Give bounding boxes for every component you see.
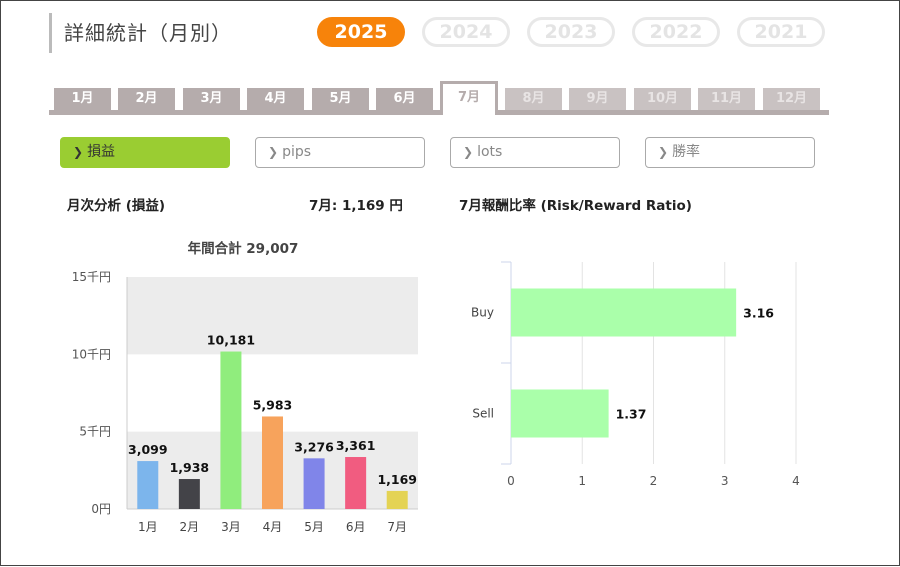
chart-title: 年間合計 29,007 — [188, 240, 299, 257]
y-tick-label: 0円 — [91, 502, 111, 516]
tab-month-6[interactable]: 6月 — [376, 88, 433, 110]
bar-value-label: 3,099 — [128, 442, 168, 457]
month-summary-value: 7月: 1,169 円 — [309, 198, 403, 214]
bar-value-label: 1,938 — [170, 460, 210, 475]
x-tick-label: 4月 — [263, 520, 283, 534]
y-tick-label: 5千円 — [79, 425, 111, 439]
bar — [220, 351, 242, 509]
x-tick-label: 3 — [721, 474, 729, 488]
bar-value-label: 1.37 — [616, 407, 647, 422]
bar-value-label: 3,361 — [336, 438, 376, 453]
tab-month-9[interactable]: 9月 — [569, 88, 626, 110]
year-button-2024[interactable]: 2024 — [422, 17, 510, 47]
tab-month-3[interactable]: 3月 — [183, 88, 240, 110]
month-tabs: 1月 2月 3月 4月 5月 6月 7月 8月 9月 10月 11月 12月 — [49, 81, 829, 115]
bar — [137, 461, 159, 509]
bar — [511, 389, 609, 438]
y-category-label: Buy — [471, 306, 494, 320]
x-tick-label: 7月 — [387, 520, 407, 534]
x-tick-label: 2月 — [180, 520, 200, 534]
risk-reward-heading: 7月報酬比率 (Risk/Reward Ratio) — [459, 198, 692, 214]
bar — [178, 479, 200, 509]
tab-month-12[interactable]: 12月 — [763, 88, 820, 110]
tab-month-11[interactable]: 11月 — [698, 88, 755, 110]
tab-month-1[interactable]: 1月 — [54, 88, 111, 110]
chevron-right-icon: ❯ — [658, 145, 669, 159]
metric-button-lots[interactable]: ❯ lots — [450, 137, 620, 168]
chevron-right-icon: ❯ — [463, 145, 474, 159]
metric-button-winrate[interactable]: ❯ 勝率 — [645, 137, 815, 168]
year-button-2021[interactable]: 2021 — [737, 17, 825, 47]
bar-value-label: 1,169 — [377, 472, 417, 487]
bar-value-label: 10,181 — [207, 333, 255, 348]
x-tick-label: 3月 — [221, 520, 241, 534]
bar — [262, 416, 283, 509]
chevron-right-icon: ❯ — [268, 145, 279, 159]
x-tick-label: 5月 — [304, 520, 324, 534]
x-tick-label: 6月 — [346, 520, 366, 534]
bar-value-label: 3.16 — [743, 306, 774, 321]
tab-month-4[interactable]: 4月 — [247, 88, 304, 110]
year-button-2025[interactable]: 2025 — [317, 17, 405, 47]
bar — [345, 457, 367, 509]
month-tabs-baseline — [49, 110, 829, 115]
x-tick-label: 1 — [578, 474, 586, 488]
year-button-2023[interactable]: 2023 — [527, 17, 615, 47]
x-tick-label: 1月 — [138, 520, 158, 534]
y-tick-label: 10千円 — [72, 347, 111, 361]
bar — [511, 288, 737, 337]
bar-value-label: 5,983 — [253, 397, 293, 412]
x-tick-label: 4 — [792, 474, 800, 488]
x-tick-label: 0 — [507, 474, 515, 488]
tab-month-5[interactable]: 5月 — [312, 88, 369, 110]
tab-month-10[interactable]: 10月 — [634, 88, 691, 110]
grid-band — [127, 277, 418, 355]
metric-button-profit[interactable]: ❯ 損益 — [60, 137, 230, 168]
metric-button-pips[interactable]: ❯ pips — [255, 137, 425, 168]
bar — [303, 458, 325, 509]
page-title: 詳細統計（月別） — [49, 13, 232, 53]
y-tick-label: 15千円 — [72, 270, 111, 284]
tab-month-8[interactable]: 8月 — [505, 88, 562, 110]
bar-value-label: 3,276 — [294, 439, 334, 454]
year-button-2022[interactable]: 2022 — [632, 17, 720, 47]
chevron-right-icon: ❯ — [73, 145, 84, 159]
bar — [386, 490, 408, 509]
tab-month-2[interactable]: 2月 — [118, 88, 175, 110]
tab-month-7[interactable]: 7月 — [440, 81, 498, 115]
x-tick-label: 2 — [650, 474, 658, 488]
monthly-analysis-heading: 月次分析 (損益) — [67, 198, 166, 214]
y-category-label: Sell — [472, 407, 494, 421]
